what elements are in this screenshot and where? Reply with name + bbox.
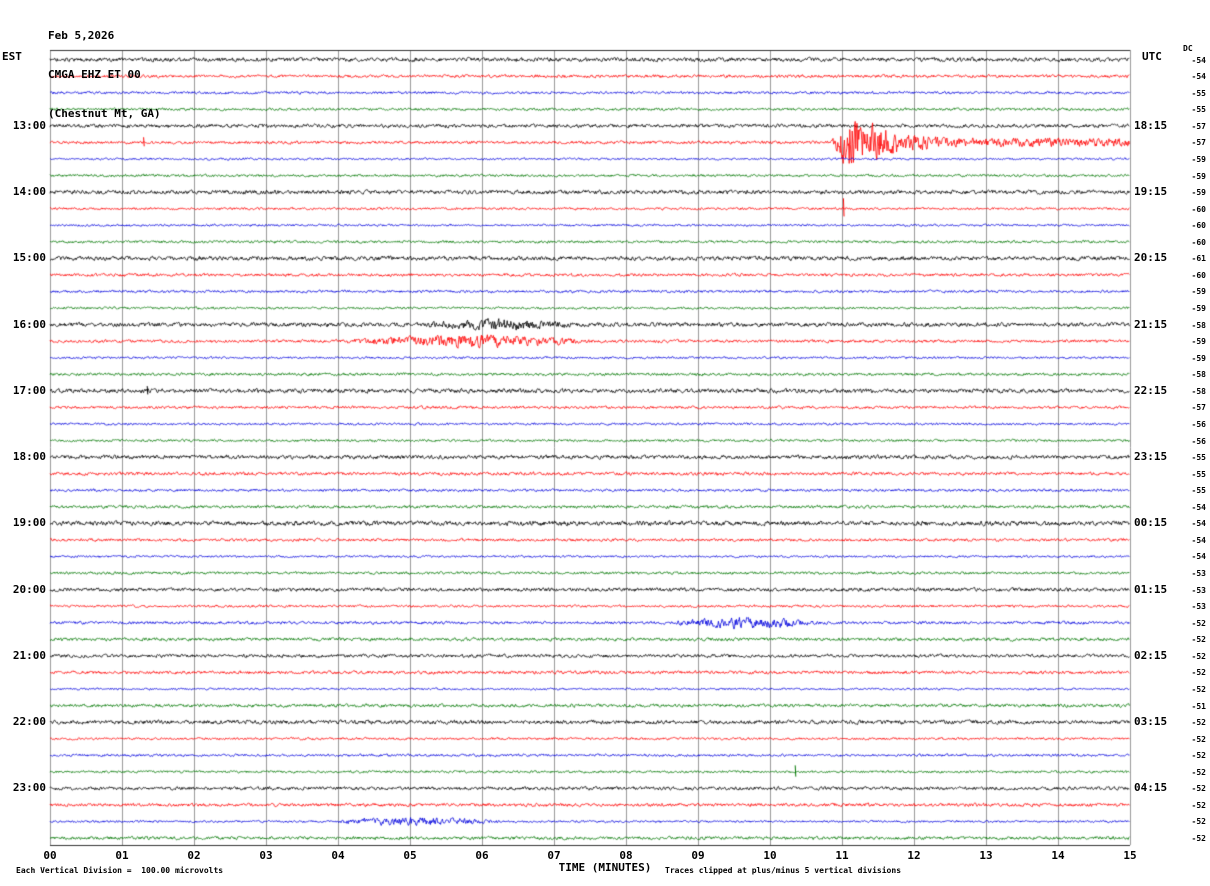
dc-value: -61	[1191, 254, 1206, 264]
right-hour-label: 03:15	[1134, 715, 1168, 729]
dc-value: -59	[1191, 353, 1206, 363]
dc-value: -57	[1191, 138, 1206, 148]
dc-value: -55	[1191, 88, 1206, 98]
left-hour-label: 19:00	[12, 516, 46, 530]
x-tick-label: 07	[547, 849, 561, 862]
right-hour-label: 22:15	[1134, 383, 1168, 397]
plot-header: Feb 5,2026 CMGA EHZ ET 00 (Chestnut Mt, …	[48, 3, 161, 146]
dc-value: -55	[1191, 486, 1206, 496]
dc-value: -52	[1191, 751, 1206, 761]
x-tick-label: 10	[763, 849, 777, 862]
dc-value: -56	[1191, 436, 1206, 446]
dc-value: -52	[1191, 817, 1206, 827]
x-tick-label: 02	[187, 849, 201, 862]
dc-value: -59	[1191, 287, 1206, 297]
dc-value: -52	[1191, 635, 1206, 645]
dc-value: -60	[1191, 221, 1206, 231]
dc-value: -58	[1191, 370, 1206, 380]
right-hour-label: 00:15	[1134, 516, 1168, 530]
dc-value: -52	[1191, 718, 1206, 728]
dc-column-header: DC	[1183, 44, 1193, 53]
dc-value: -52	[1191, 784, 1206, 794]
dc-value: -52	[1191, 668, 1206, 678]
right-hour-label: 02:15	[1134, 648, 1168, 662]
dc-value: -54	[1191, 72, 1206, 82]
x-tick-label: 14	[1051, 849, 1065, 862]
right-hour-label: 04:15	[1134, 781, 1168, 795]
dc-value: -51	[1191, 701, 1206, 711]
dc-value: -52	[1191, 834, 1206, 844]
left-hour-label: 16:00	[12, 317, 46, 331]
dc-value: -52	[1191, 618, 1206, 628]
vertical-scale-note: Each Vertical Division = 100.00 microvol…	[16, 866, 224, 875]
dc-value: -59	[1191, 154, 1206, 164]
left-hour-label: 14:00	[12, 185, 46, 199]
left-hour-label: 21:00	[12, 648, 46, 662]
dc-value: -53	[1191, 602, 1206, 612]
dc-value: -55	[1191, 453, 1206, 463]
right-axis-header-utc: UTC	[1142, 50, 1162, 63]
x-tick-label: 06	[475, 849, 489, 862]
dc-value: -52	[1191, 684, 1206, 694]
dc-value: -54	[1191, 519, 1206, 529]
dc-value: -52	[1191, 651, 1206, 661]
header-date: Feb 5,2026	[48, 29, 115, 42]
left-hour-label: 15:00	[12, 251, 46, 265]
dc-value: -57	[1191, 121, 1206, 131]
x-axis-title: TIME (MINUTES)	[558, 861, 652, 874]
dc-value: -54	[1191, 502, 1206, 512]
left-axis-header-est: EST	[2, 50, 22, 63]
dc-value: -59	[1191, 337, 1206, 347]
dc-value: -58	[1191, 320, 1206, 330]
dc-value: -59	[1191, 188, 1206, 198]
dc-value: -57	[1191, 403, 1206, 413]
right-hour-label: 01:15	[1134, 582, 1168, 596]
left-hour-label: 18:00	[12, 450, 46, 464]
dc-value: -54	[1191, 552, 1206, 562]
x-tick-label: 13	[979, 849, 993, 862]
dc-value: -56	[1191, 419, 1206, 429]
x-tick-label: 15	[1123, 849, 1137, 862]
dc-value: -52	[1191, 767, 1206, 777]
dc-value: -59	[1191, 304, 1206, 314]
x-tick-label: 00	[43, 849, 57, 862]
dc-value: -60	[1191, 204, 1206, 214]
dc-value: -54	[1191, 535, 1206, 545]
right-hour-label: 21:15	[1134, 317, 1168, 331]
dc-value: -58	[1191, 386, 1206, 396]
x-tick-label: 04	[331, 849, 345, 862]
left-hour-label: 20:00	[12, 582, 46, 596]
dc-value: -52	[1191, 734, 1206, 744]
dc-value: -55	[1191, 469, 1206, 479]
x-tick-label: 03	[259, 849, 273, 862]
dc-value: -60	[1191, 270, 1206, 280]
right-hour-label: 23:15	[1134, 450, 1168, 464]
x-tick-label: 11	[835, 849, 849, 862]
dc-value: -54	[1191, 55, 1206, 65]
right-hour-label: 18:15	[1134, 118, 1168, 132]
right-hour-label: 20:15	[1134, 251, 1168, 265]
right-hour-label: 19:15	[1134, 185, 1168, 199]
dc-value: -52	[1191, 800, 1206, 810]
dc-value: -55	[1191, 105, 1206, 115]
header-station-id: CMGA EHZ ET 00	[48, 68, 141, 81]
x-tick-label: 05	[403, 849, 417, 862]
dc-value: -53	[1191, 569, 1206, 579]
left-hour-label: 13:00	[12, 118, 46, 132]
clip-note: Traces clipped at plus/minus 5 vertical …	[665, 866, 902, 875]
header-station-location: (Chestnut Mt, GA)	[48, 107, 161, 120]
left-hour-label: 23:00	[12, 781, 46, 795]
dc-value: -53	[1191, 585, 1206, 595]
x-tick-label: 09	[691, 849, 705, 862]
x-tick-label: 01	[115, 849, 129, 862]
left-hour-label: 22:00	[12, 715, 46, 729]
dc-value: -59	[1191, 171, 1206, 181]
dc-value: -60	[1191, 237, 1206, 247]
x-tick-label: 08	[619, 849, 633, 862]
x-tick-label: 12	[907, 849, 921, 862]
left-hour-label: 17:00	[12, 383, 46, 397]
